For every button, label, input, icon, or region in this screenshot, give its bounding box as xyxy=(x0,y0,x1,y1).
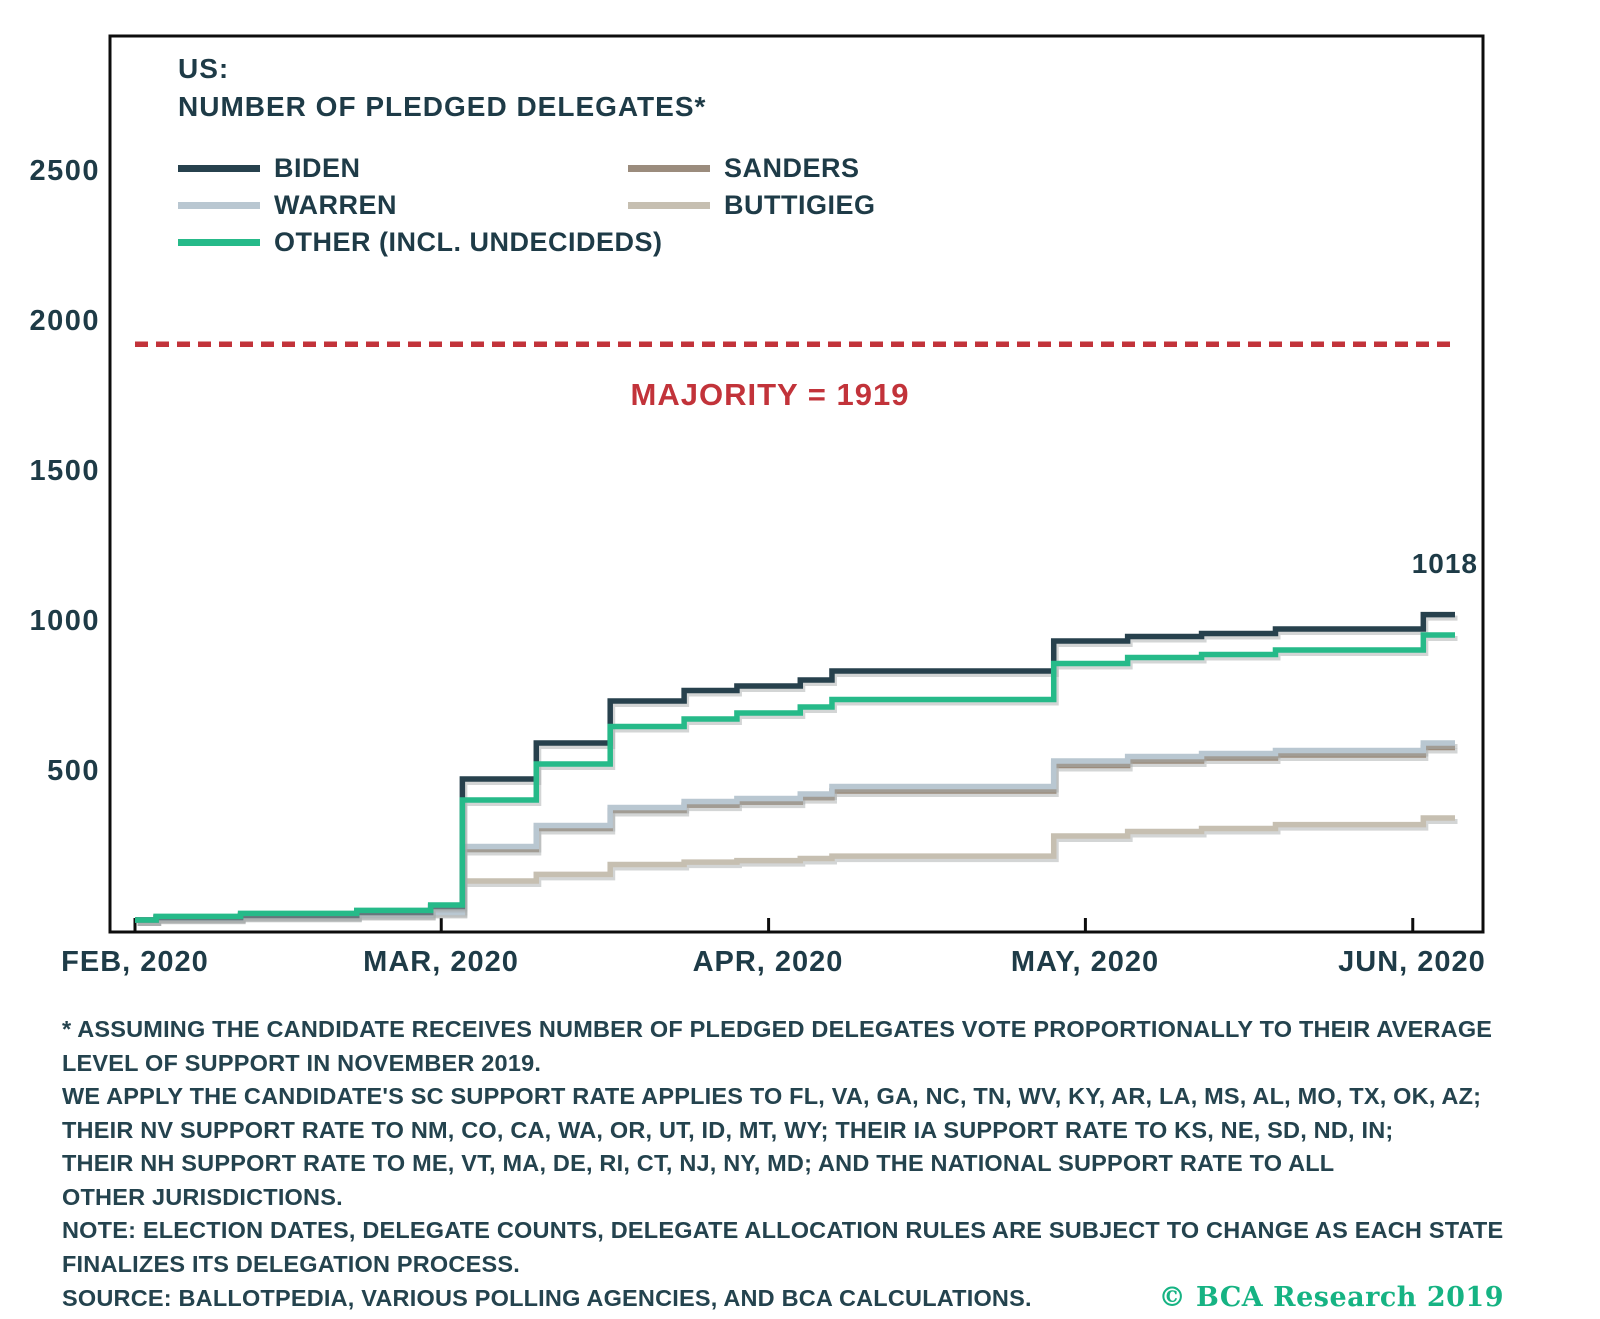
x-tick-jun: JUN, 2020 xyxy=(1338,946,1486,978)
legend-item-biden: BIDEN xyxy=(178,150,628,186)
legend-item-buttigieg: BUTTIGIEG xyxy=(628,187,876,223)
source-row: SOURCE: BALLOTPEDIA, VARIOUS POLLING AGE… xyxy=(62,1281,1532,1316)
legend-label-warren: WARREN xyxy=(274,189,397,220)
y-tick-1500: 1500 xyxy=(29,455,100,487)
footnote-line: * ASSUMING THE CANDIDATE RECEIVES NUMBER… xyxy=(62,1016,1493,1042)
legend-item-warren: WARREN xyxy=(178,187,628,223)
footnote-line: LEVEL OF SUPPORT IN NOVEMBER 2019. xyxy=(62,1049,542,1076)
buttigieg-line-swatch xyxy=(628,201,710,209)
biden-end-value-label: 1018 xyxy=(1411,548,1478,579)
footnote-line: OTHER JURISDICTIONS. xyxy=(62,1183,343,1210)
x-tick-apr: APR, 2020 xyxy=(692,946,844,978)
other-line-swatch xyxy=(178,238,260,246)
x-tick-may: MAY, 2020 xyxy=(1010,946,1160,978)
x-tick-feb: FEB, 2020 xyxy=(61,946,209,978)
footnotes-block: * ASSUMING THE CANDIDATE RECEIVES NUMBER… xyxy=(62,1013,1532,1316)
bca-research-logo: © BCA Research 2019 xyxy=(1158,1282,1504,1313)
legend-label-sanders: SANDERS xyxy=(724,152,860,183)
title-line-1: US: xyxy=(178,53,230,84)
y-tick-2500: 2500 xyxy=(29,155,100,187)
legend-item-sanders: SANDERS xyxy=(628,150,876,186)
legend-label-biden: BIDEN xyxy=(274,152,361,183)
y-tick-1000: 1000 xyxy=(29,605,100,637)
x-tick-mar: MAR, 2020 xyxy=(363,946,519,978)
legend-label-other: OTHER (INCL. UNDECIDEDS) xyxy=(274,226,663,257)
biden-line-swatch xyxy=(178,164,260,172)
title-line-2: NUMBER OF PLEDGED DELEGATES* xyxy=(178,91,707,122)
source-line: SOURCE: BALLOTPEDIA, VARIOUS POLLING AGE… xyxy=(62,1285,1032,1311)
y-tick-500: 500 xyxy=(47,755,100,787)
note-line: NOTE: ELECTION DATES, DELEGATE COUNTS, D… xyxy=(62,1217,1504,1243)
page-title: US: NUMBER OF PLEDGED DELEGATES* xyxy=(178,50,706,126)
note-line: FINALIZES ITS DELEGATION PROCESS. xyxy=(62,1250,520,1277)
footnote-line: THEIR NV SUPPORT RATE TO NM, CO, CA, WA,… xyxy=(62,1116,1394,1143)
legend-label-buttigieg: BUTTIGIEG xyxy=(724,189,876,220)
sanders-line-swatch xyxy=(628,164,710,172)
majority-annotation: MAJORITY = 1919 xyxy=(630,377,910,412)
warren-line-swatch xyxy=(178,201,260,209)
footnote-line: THEIR NH SUPPORT RATE TO ME, VT, MA, DE,… xyxy=(62,1150,1335,1176)
legend-item-other: OTHER (INCL. UNDECIDEDS) xyxy=(178,224,662,260)
y-tick-2000: 2000 xyxy=(29,305,100,337)
footnote-line: WE APPLY THE CANDIDATE'S SC SUPPORT RATE… xyxy=(62,1083,1482,1109)
legend: BIDEN SANDERS WARREN BUTTIGIEG OTHER (IN… xyxy=(178,150,876,260)
